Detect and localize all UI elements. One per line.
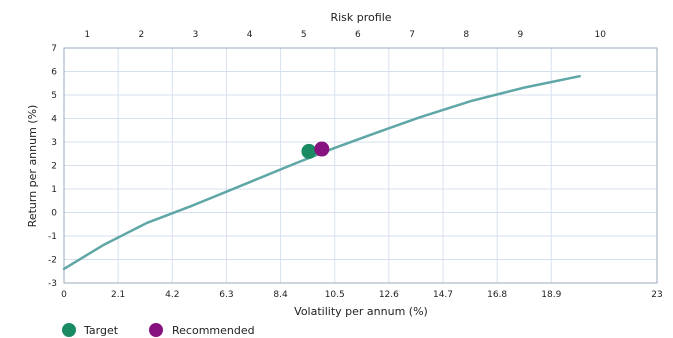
legend-label-recommended: Recommended	[172, 324, 255, 337]
y-tick-label: 7	[51, 44, 57, 54]
top-tick-label: 5	[301, 30, 307, 40]
y-tick-label: 0	[51, 209, 57, 219]
y-tick-label: 3	[51, 138, 57, 148]
y-tick-label: 1	[51, 185, 57, 195]
recommended-point	[314, 141, 330, 157]
y-tick-label: -2	[48, 256, 57, 266]
series-layer	[62, 74, 581, 271]
legend-marker-recommended	[149, 323, 163, 337]
legend-marker-target	[62, 323, 76, 337]
top-tick-label: 2	[138, 30, 144, 40]
efficient-frontier-line	[62, 74, 581, 271]
top-tick-label: 8	[463, 30, 469, 40]
top-tick-label: 6	[355, 30, 361, 40]
x-tick-label: 2.1	[111, 290, 125, 300]
point-layer	[301, 141, 330, 159]
x-axis-title: Volatility per annum (%)	[294, 305, 428, 318]
top-tick-label: 4	[247, 30, 253, 40]
top-tick-label: 1	[84, 30, 90, 40]
y-tick-label: 6	[51, 68, 57, 78]
top-tick-label: 10	[595, 30, 607, 40]
top-tick-label: 9	[517, 30, 523, 40]
y-tick-label: -3	[48, 279, 57, 289]
top-tick-label: 7	[409, 30, 415, 40]
x-tick-label: 10.5	[325, 290, 345, 300]
x-tick-label: 0	[61, 290, 67, 300]
x-tick-label: 12.6	[379, 290, 399, 300]
top-axis-title: Risk profile	[330, 11, 391, 24]
y-tick-label: 2	[51, 162, 57, 172]
plot-frame	[63, 47, 658, 284]
x-tick-label: 8.4	[273, 290, 288, 300]
top-tick-label: 3	[193, 30, 199, 40]
x-tick-label: 23	[651, 290, 662, 300]
x-tick-label: 14.7	[433, 290, 453, 300]
x-tick-label: 6.3	[219, 290, 233, 300]
grid-layer	[63, 47, 658, 284]
y-tick-label: 4	[51, 115, 57, 125]
y-tick-label: -1	[48, 232, 57, 242]
target-point	[301, 143, 317, 159]
x-tick-label: 16.8	[487, 290, 507, 300]
x-tick-label: 4.2	[165, 290, 179, 300]
x-tick-label: 18.9	[541, 290, 561, 300]
y-axis-title: Return per annum (%)	[26, 105, 39, 228]
y-tick-label: 5	[51, 91, 57, 101]
legend-label-target: Target	[83, 324, 119, 337]
legend: Target Recommended	[62, 323, 255, 337]
